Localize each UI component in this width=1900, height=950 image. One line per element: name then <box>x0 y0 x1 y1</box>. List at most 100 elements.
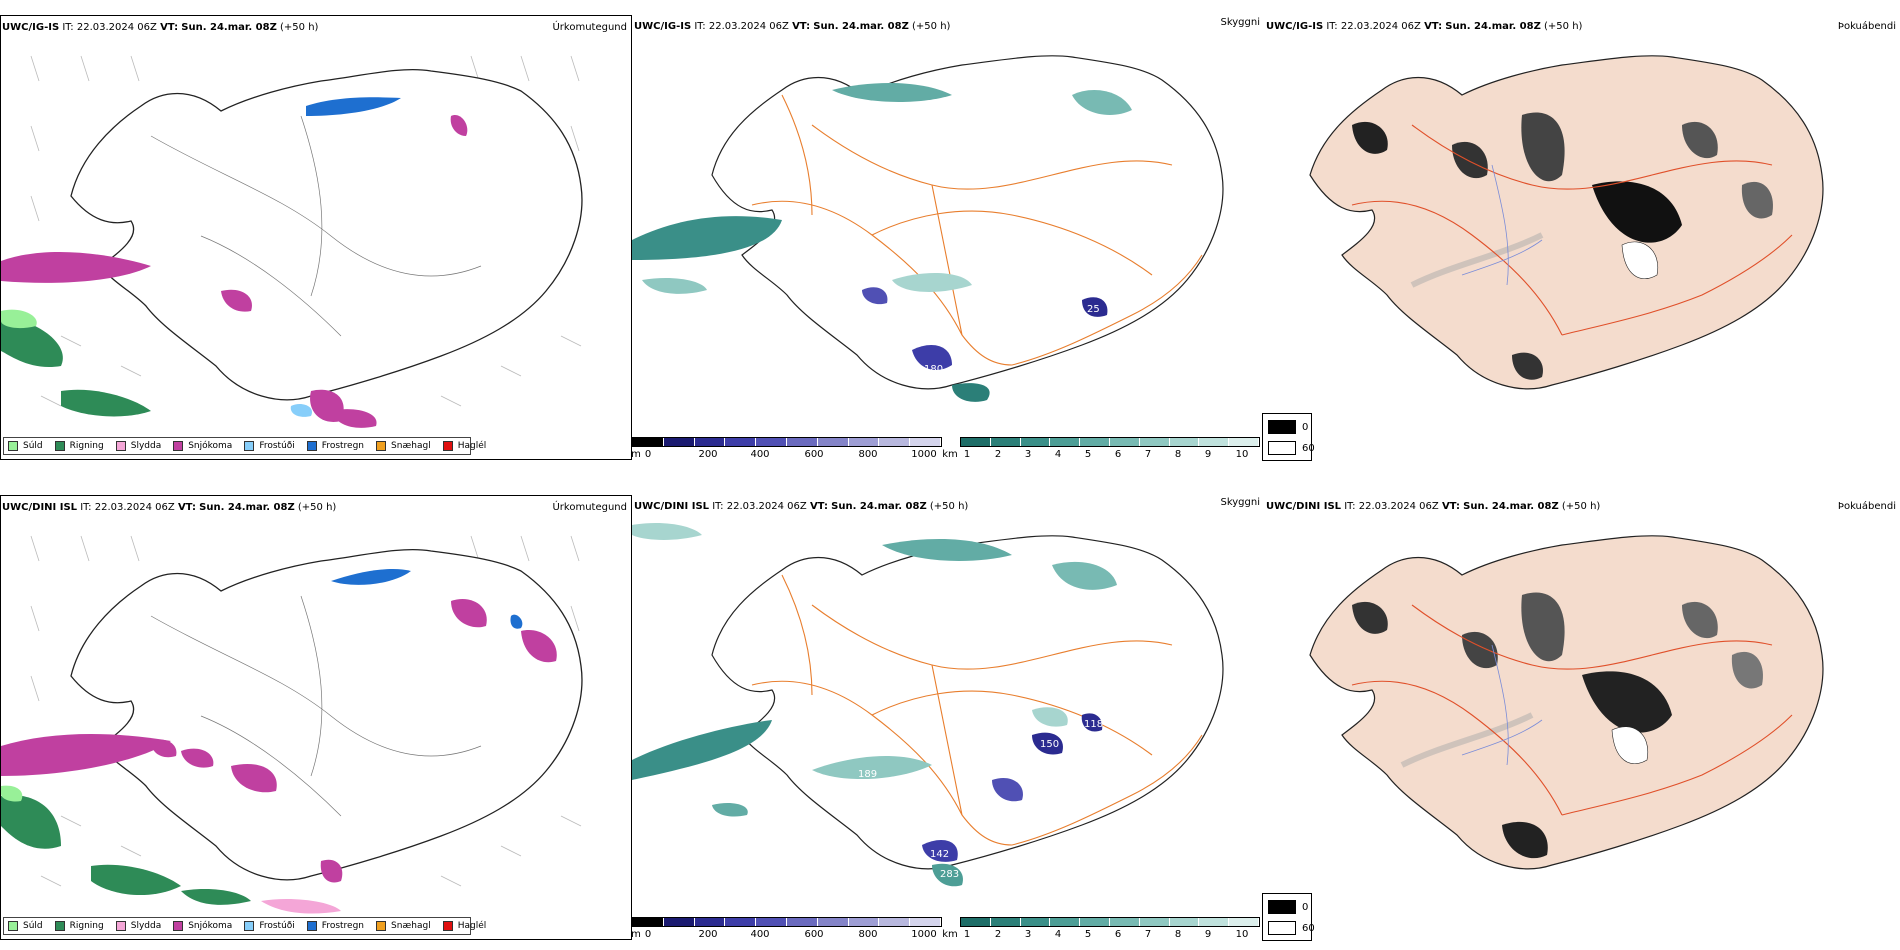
map-value: 80 <box>1117 145 1130 156</box>
tick: 600 <box>804 449 824 460</box>
legend-item: Frostregn <box>306 921 365 931</box>
legend-swatch <box>54 441 65 451</box>
vt-label: VT: <box>809 501 828 512</box>
row-1: UWC/IG-IS IT: 22.03.2024 06Z VT: Sun. 24… <box>0 0 1900 470</box>
it-value: 22.03.2024 06Z <box>708 21 789 32</box>
vt-label: VT: <box>1424 21 1443 32</box>
legend-swatch <box>54 921 65 931</box>
panel-title: Úrkomutegund <box>552 502 627 513</box>
tick: 1000 <box>911 449 937 460</box>
vt-value: Sun. 24.mar. 08Z <box>1463 501 1559 512</box>
visibility-colorbar-km <box>960 917 1260 927</box>
legend-item: Frostúði <box>244 441 295 451</box>
precip-areas <box>1 569 557 914</box>
vt-label: VT: <box>792 21 811 32</box>
legend-swatch <box>115 921 126 931</box>
precip-map <box>1 535 583 914</box>
model-name: UWC/DINI ISL <box>1266 501 1342 512</box>
tick: 8 <box>1174 449 1182 460</box>
map-value: 604 <box>698 260 717 271</box>
visibility-colorbar-m <box>632 437 942 447</box>
legend-swatch <box>1268 921 1296 935</box>
unit-label: km <box>942 929 958 940</box>
panel-header: UWC/IG-IS IT: 22.03.2024 06Z VT: Sun. 24… <box>2 22 318 34</box>
legend-swatch <box>8 441 18 451</box>
legend-item: Slydda <box>115 441 161 451</box>
legend-swatch <box>306 441 317 451</box>
model-name: UWC/IG-IS <box>634 21 692 32</box>
it-label: IT: <box>1326 21 1338 32</box>
tick: 0 <box>644 449 652 460</box>
tick: 800 <box>858 449 878 460</box>
legend-label: Slydda <box>130 921 162 931</box>
model-name: UWC/IG-IS <box>1266 21 1324 32</box>
panel-header: UWC/IG-IS IT: 22.03.2024 06Z VT: Sun. 24… <box>1266 21 1582 33</box>
visibility-values: 604 40 180 97 25 52 80 23 <box>698 135 1130 401</box>
iceland-outline <box>1309 55 1824 390</box>
tick: 9 <box>1204 449 1212 460</box>
fog-map <box>1309 535 1824 870</box>
fog-panel: UWC/DINI ISL IT: 22.03.2024 06Z VT: Sun.… <box>1262 495 1900 945</box>
tick: 1 <box>963 449 971 460</box>
legend-label: Frostregn <box>321 441 365 451</box>
fog-panel: UWC/IG-IS IT: 22.03.2024 06Z VT: Sun. 24… <box>1262 15 1900 465</box>
legend-swatch <box>442 441 453 451</box>
tick: 10 <box>1235 929 1249 940</box>
map-value: 33 <box>1074 615 1087 626</box>
unit-label: m <box>631 929 641 940</box>
map-value: 180 <box>924 364 943 375</box>
vt-value: Sun. 24.mar. 08Z <box>831 501 927 512</box>
tick: 3 <box>1024 449 1032 460</box>
legend-label: Haglél <box>457 921 487 931</box>
legend-label: Frostregn <box>321 921 365 931</box>
legend-swatch <box>244 441 255 451</box>
tick: 200 <box>698 929 718 940</box>
tick: 400 <box>750 449 770 460</box>
tick: 8 <box>1174 929 1182 940</box>
vt-value: Sun. 24.mar. 08Z <box>181 22 277 33</box>
tick: 200 <box>698 449 718 460</box>
it-label: IT: <box>80 502 92 513</box>
legend-item: 60 <box>1268 921 1315 935</box>
map-value: 247 <box>930 885 949 896</box>
legend-item: Rigning <box>54 921 104 931</box>
colorbar-ticks: m 0 200 400 600 800 1000 km 1 2 3 4 5 6 … <box>631 449 1262 461</box>
panel-title: Skyggni <box>1220 17 1260 28</box>
legend-label: 0 <box>1302 421 1309 433</box>
it-label: IT: <box>62 22 74 33</box>
lead-time: (+50 h) <box>929 501 969 512</box>
fog-legend: 0 60 <box>1262 893 1315 941</box>
tick: 7 <box>1144 929 1152 940</box>
tick: 1000 <box>911 929 937 940</box>
model-name: UWC/DINI ISL <box>2 502 78 513</box>
it-label: IT: <box>694 21 706 32</box>
map-value: 150 <box>1040 739 1059 750</box>
fog-shading <box>1352 112 1773 380</box>
legend-label: Snæhagl <box>391 921 431 931</box>
legend-label: Frostúði <box>259 441 295 451</box>
legend-item: 60 <box>1268 441 1315 455</box>
legend-swatch <box>376 921 387 931</box>
panel-title: Skyggni <box>1220 497 1260 508</box>
tick: 7 <box>1144 449 1152 460</box>
legend-label: 60 <box>1302 922 1315 934</box>
lead-time: (+50 h) <box>280 22 319 33</box>
tick: 6 <box>1114 929 1122 940</box>
lead-time: (+50 h) <box>912 21 951 32</box>
lead-time: (+50 h) <box>1561 501 1601 512</box>
visibility-areas <box>632 83 1132 402</box>
legend-item: Frostregn <box>306 441 365 451</box>
legend-swatch <box>244 921 255 931</box>
vt-value: Sun. 24.mar. 08Z <box>1445 21 1541 32</box>
legend-label: Haglél <box>457 441 487 451</box>
tick: 9 <box>1204 929 1212 940</box>
vt-value: Sun. 24.mar. 08Z <box>199 502 295 513</box>
iceland-outline <box>70 548 583 881</box>
row-2: UWC/DINI ISL IT: 22.03.2024 06Z VT: Sun.… <box>0 480 1900 950</box>
road-network <box>751 94 1203 366</box>
tick: 2 <box>994 929 1002 940</box>
panel-title: Þokuábendi <box>1837 501 1896 512</box>
legend-swatch <box>1268 420 1296 434</box>
it-value: 22.03.2024 06Z <box>76 22 157 33</box>
iceland-outline <box>711 535 1224 870</box>
